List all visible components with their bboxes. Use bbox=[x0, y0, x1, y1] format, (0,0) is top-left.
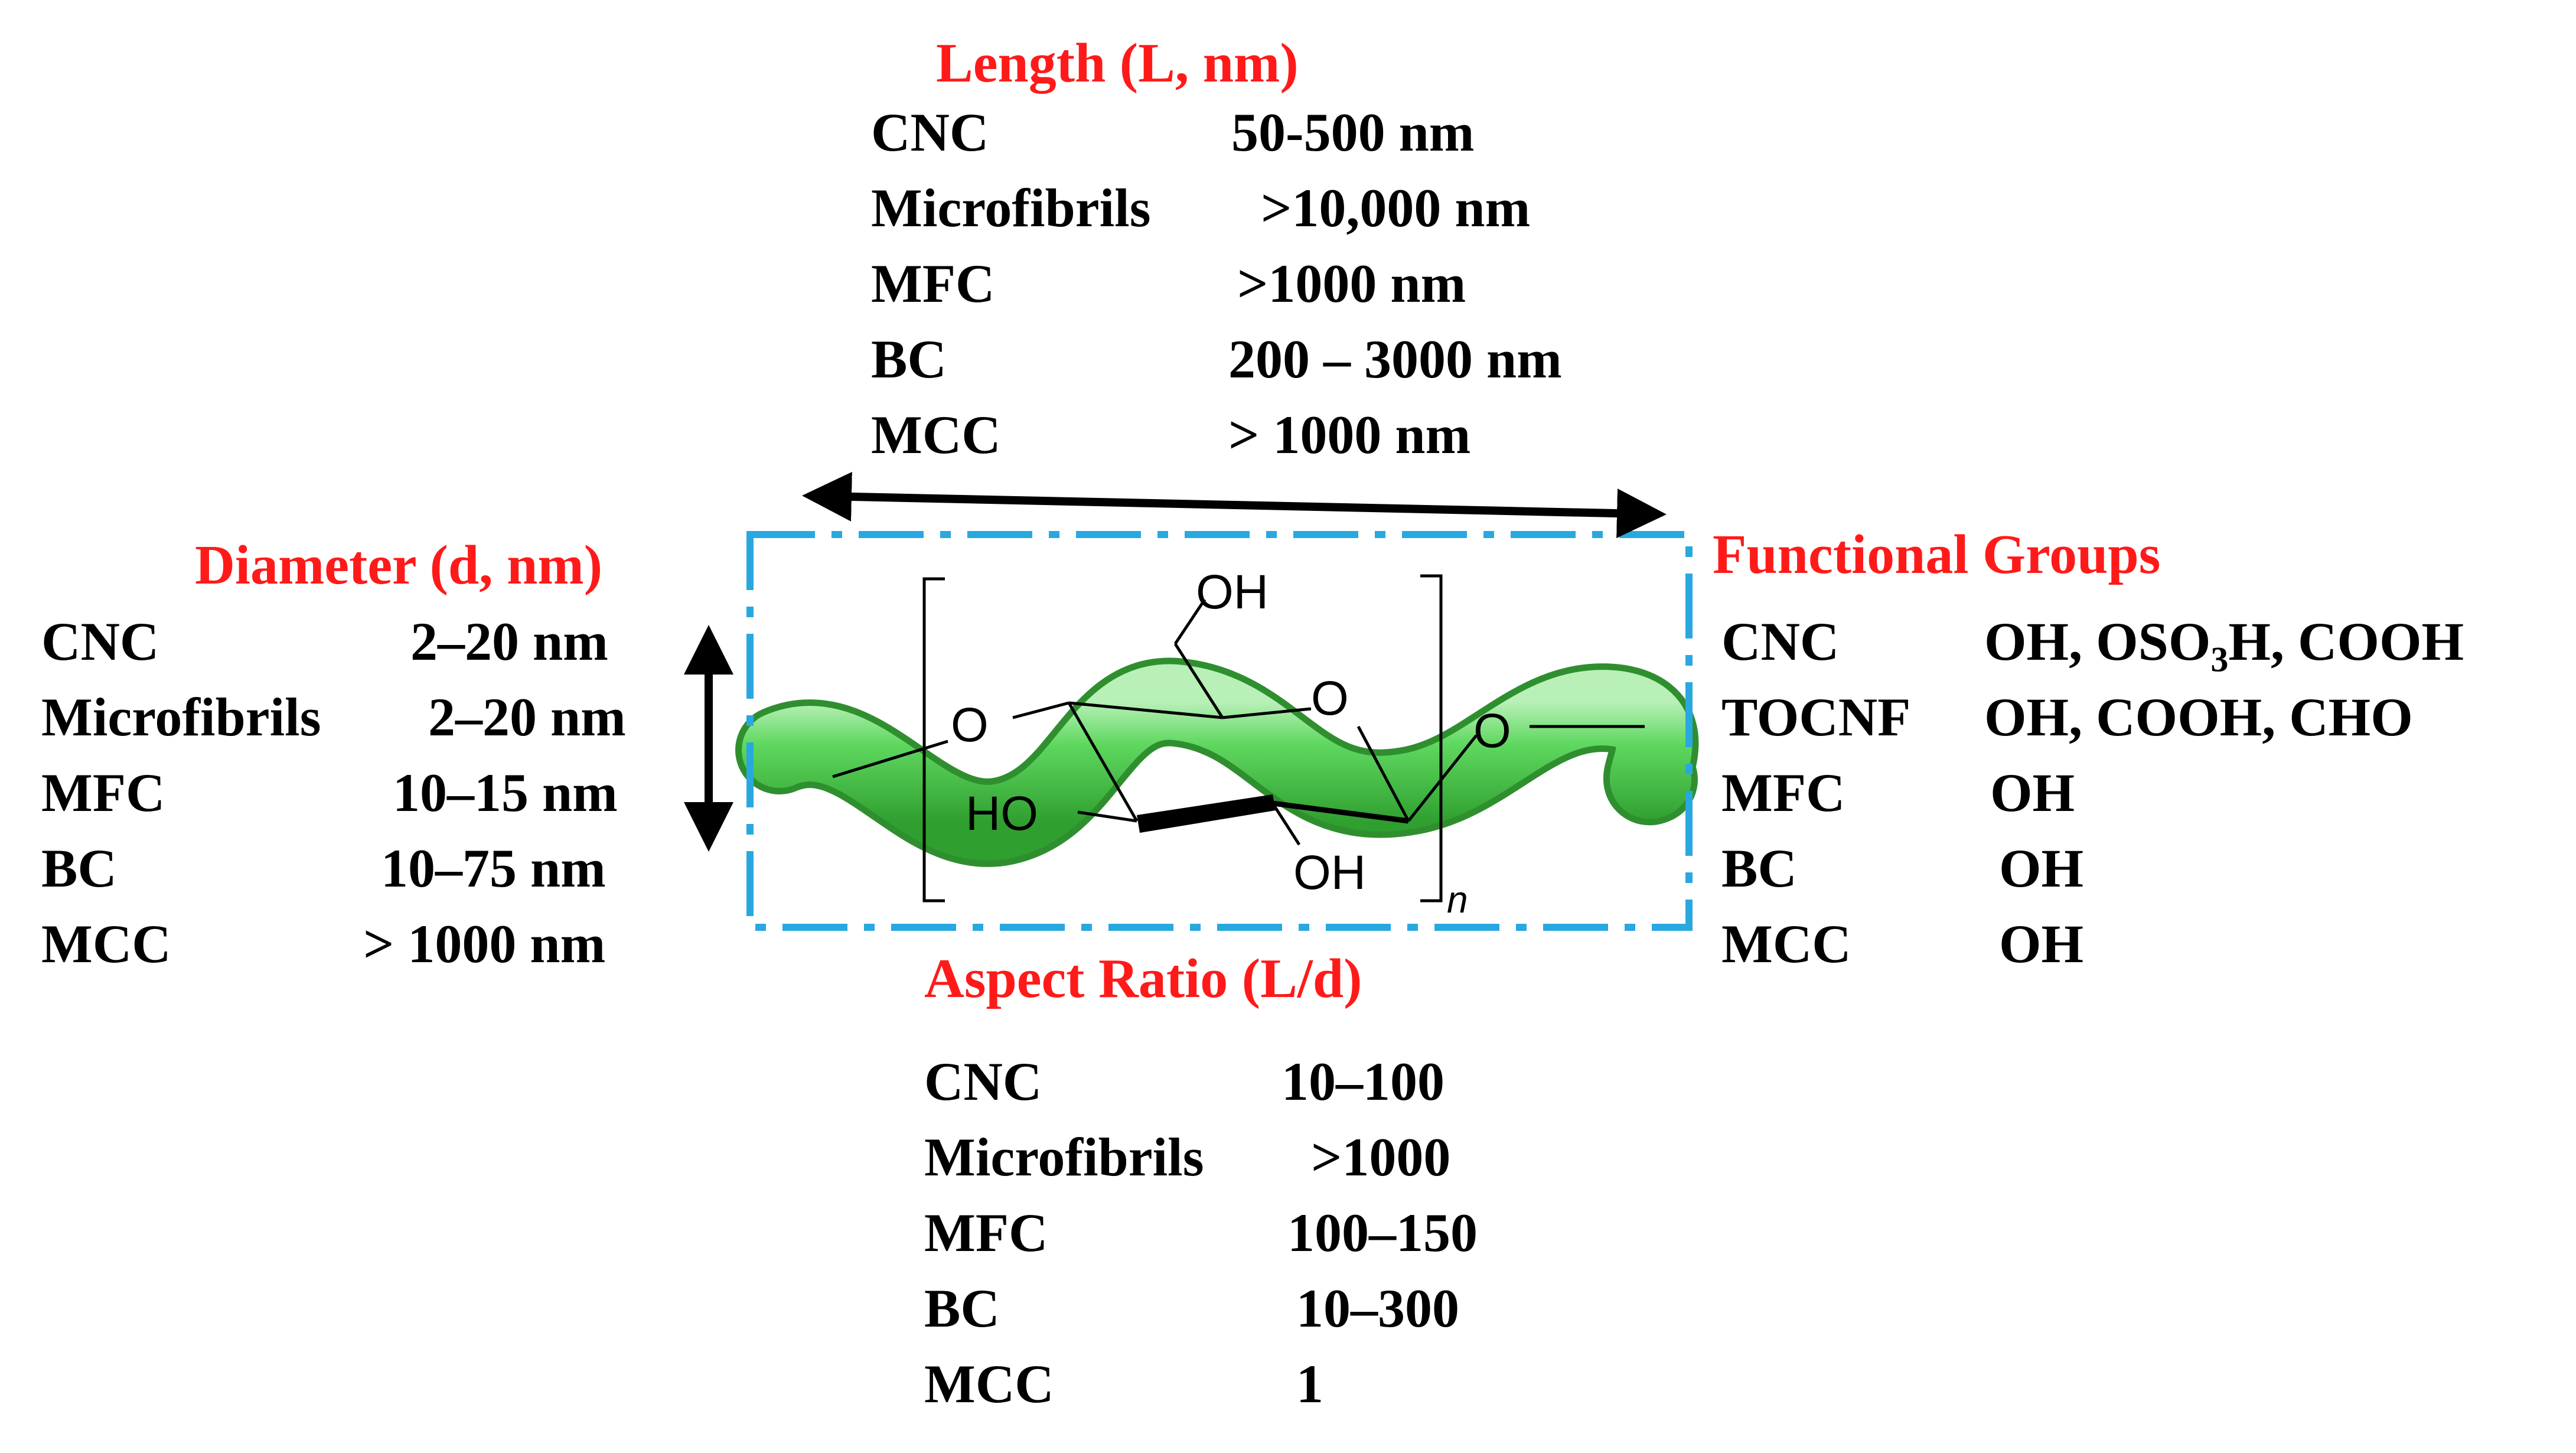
cellulose-fiber-body bbox=[742, 664, 1693, 861]
cellulose-structure bbox=[832, 574, 1645, 903]
ho-left-label: HO bbox=[966, 787, 1038, 840]
length-arrow bbox=[802, 471, 1667, 539]
cnc-functional-groups: OH, OSO3H, COOH bbox=[1984, 611, 2464, 679]
length-heading: Length (L, nm) bbox=[936, 32, 1299, 94]
ring-oxygen-label: O bbox=[1311, 672, 1349, 725]
right-oxygen-label: O bbox=[1473, 704, 1511, 758]
left-bracket bbox=[922, 577, 945, 903]
diameter-heading: Diameter (d, nm) bbox=[195, 535, 603, 596]
left-oxygen-label: O bbox=[951, 698, 989, 752]
repeat-index-label: n bbox=[1447, 878, 1468, 921]
functional-groups-heading: Functional Groups bbox=[1713, 524, 2161, 585]
ring-wedge-bond bbox=[1137, 794, 1276, 833]
oh-top-label: OH bbox=[1196, 565, 1269, 619]
right-bracket bbox=[1420, 574, 1443, 903]
aspect-ratio-heading: Aspect Ratio (L/d) bbox=[924, 948, 1362, 1009]
oh-bottom-label: OH bbox=[1293, 846, 1366, 900]
ring-back-bond bbox=[1272, 800, 1409, 824]
left-link-bond bbox=[832, 739, 948, 778]
